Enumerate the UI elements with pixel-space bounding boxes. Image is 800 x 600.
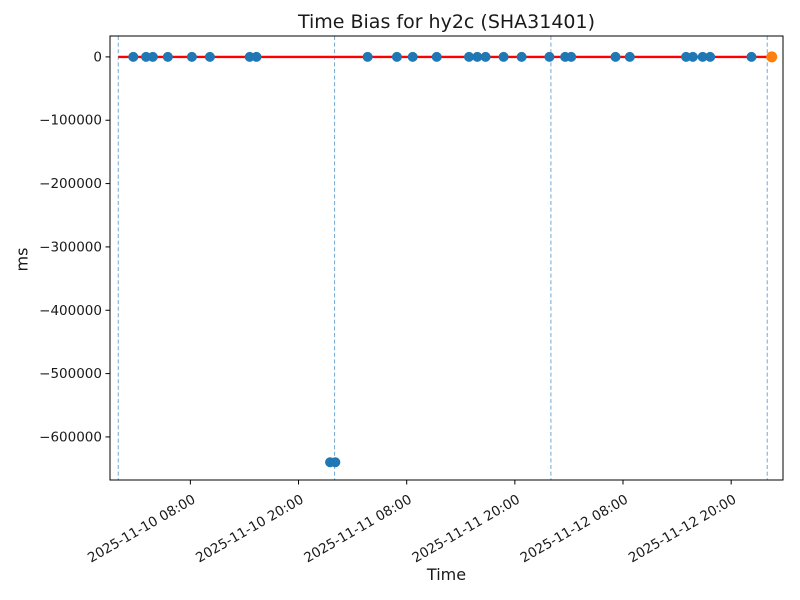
bias-sample-point	[544, 51, 555, 62]
y-tick-label: −200000	[39, 176, 102, 192]
y-tick-label: −600000	[39, 429, 102, 445]
bias-sample-point	[480, 51, 491, 62]
bias-sample-point	[186, 51, 197, 62]
latest-sample-point	[766, 51, 778, 63]
bias-sample-point	[391, 51, 402, 62]
bias-sample-point	[498, 51, 509, 62]
bias-sample-point	[705, 51, 716, 62]
y-tick-label: −400000	[39, 303, 102, 319]
axes-frame	[109, 35, 784, 481]
bias-sample-point	[472, 51, 483, 62]
bias-sample-point	[251, 51, 262, 62]
bias-sample-point	[687, 51, 698, 62]
x-tick-label: 2025-11-10 20:00	[193, 492, 306, 567]
bias-sample-point	[610, 51, 621, 62]
y-tick-label: 0	[93, 49, 102, 65]
x-tick-label: 2025-11-12 20:00	[626, 492, 739, 567]
chart-title: Time Bias for hy2c (SHA31401)	[297, 11, 596, 33]
bias-sample-point	[128, 51, 139, 62]
bias-sample-point	[624, 51, 635, 62]
bias-sample-point	[162, 51, 173, 62]
x-tick-label: 2025-11-12 08:00	[518, 492, 631, 567]
y-axis-label: ms	[12, 247, 32, 272]
bias-sample-point	[330, 457, 341, 468]
bias-sample-point	[746, 51, 757, 62]
x-tick-label: 2025-11-11 08:00	[301, 492, 414, 567]
x-tick-label: 2025-11-11 20:00	[409, 492, 522, 567]
bias-sample-point	[697, 51, 708, 62]
bias-sample-point	[431, 51, 442, 62]
x-tick-label: 2025-11-10 08:00	[85, 492, 198, 567]
bias-sample-point	[407, 51, 418, 62]
bias-sample-point	[204, 51, 215, 62]
x-axis-label: Time	[426, 565, 467, 584]
bias-sample-point	[566, 51, 577, 62]
bias-sample-point	[516, 51, 527, 62]
bias-sample-point	[147, 51, 158, 62]
y-tick-label: −500000	[39, 366, 102, 382]
y-tick-label: −300000	[39, 239, 102, 255]
bias-sample-point	[362, 51, 373, 62]
bias-sample-point	[464, 51, 475, 62]
y-tick-label: −100000	[39, 113, 102, 129]
